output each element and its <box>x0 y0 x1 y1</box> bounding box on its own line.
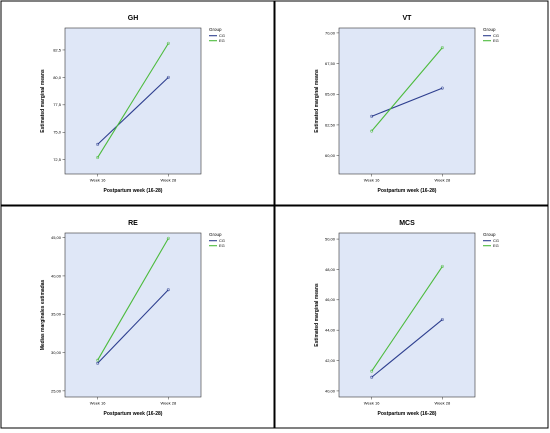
panel-border <box>274 0 549 206</box>
legend-title: Group <box>483 27 496 32</box>
chart-panel-gh: GH 72,5 75,0 77,5 80,0 82,5 Week 16 Week 28 Post… <box>0 0 275 206</box>
y-tick-label: 30,00 <box>51 350 62 355</box>
legend-title: Group <box>209 232 222 237</box>
x-tick-label: Week 16 <box>90 401 106 406</box>
data-point-cg <box>440 86 444 90</box>
chart-panel-vt: VT 60,00 62,50 65,00 67,50 70,00 Week 16 Week 2… <box>274 0 549 206</box>
y-tick-label: 77,5 <box>53 102 62 107</box>
y-axis-label: Estimated marginal means <box>314 69 320 133</box>
y-tick-label: 75,0 <box>53 130 62 135</box>
series-line-eg <box>97 238 169 361</box>
x-tick-label: Week 16 <box>90 178 106 183</box>
data-point-eg <box>166 236 170 240</box>
legend-title: Group <box>209 27 222 32</box>
panel-border <box>0 0 275 206</box>
plot-area <box>338 27 476 175</box>
chart-title: VT <box>403 15 413 22</box>
legend-label-eg: EG <box>493 243 499 248</box>
series-line-eg <box>371 47 443 132</box>
y-tick-label: 35,00 <box>51 312 62 317</box>
data-point-eg <box>96 358 100 362</box>
chart-title: RE <box>128 220 138 227</box>
data-point-cg <box>96 142 100 146</box>
y-tick-label: 42,00 <box>325 358 336 363</box>
legend-title: Group <box>483 232 496 237</box>
plot-area <box>338 232 476 398</box>
panel-border <box>274 205 549 429</box>
x-tick-label: Week 28 <box>435 178 451 183</box>
x-axis-label: Postpartum week (16-28) <box>104 188 163 194</box>
y-tick-label: 67,50 <box>325 61 336 66</box>
y-tick-label: 50,00 <box>325 236 336 241</box>
legend-label-cg: CG <box>219 33 225 38</box>
x-axis-label: Postpartum week (16-28) <box>378 188 437 194</box>
y-tick-label: 48,00 <box>325 267 336 272</box>
x-tick-label: Week 16 <box>364 401 380 406</box>
y-tick-label: 40,00 <box>51 273 62 278</box>
x-tick-label: Week 28 <box>435 401 451 406</box>
y-tick-label: 45,00 <box>51 235 62 240</box>
series-line-cg <box>371 319 443 378</box>
data-point-cg <box>440 318 444 322</box>
legend-label-eg: EG <box>493 38 499 43</box>
data-point-cg <box>166 75 170 79</box>
x-tick-label: Week 28 <box>161 178 177 183</box>
plot-area <box>64 27 202 175</box>
chart-title: GH <box>128 15 139 22</box>
panel-border <box>0 205 275 429</box>
y-tick-label: 80,0 <box>53 75 62 80</box>
data-point-cg <box>166 288 170 292</box>
data-point-eg <box>370 129 374 133</box>
y-axis-label: Estimated marginal means <box>314 283 320 347</box>
data-point-eg <box>96 155 100 160</box>
legend-label-eg: EG <box>219 38 225 43</box>
y-tick-label: 72,5 <box>53 157 62 162</box>
legend-label-cg: CG <box>219 238 225 243</box>
y-axis-label: Medias marginales estimadas <box>40 279 46 350</box>
y-tick-label: 70,00 <box>325 30 336 35</box>
series-line-cg <box>97 289 169 364</box>
data-point-cg <box>370 375 374 379</box>
data-point-cg <box>370 114 374 118</box>
y-tick-label: 82,5 <box>53 47 62 52</box>
y-axis-label: Estimated marginal means <box>40 69 46 133</box>
legend-label-eg: EG <box>219 243 225 248</box>
data-point-eg <box>166 41 170 45</box>
y-tick-label: 65,00 <box>325 92 336 97</box>
chart-panel-re: RE 25,00 30,00 35,00 40,00 45,00 Week 16 Week 2… <box>0 205 275 429</box>
chart-panel-mcs: MCS 40,00 42,00 44,00 46,00 48,00 50,00 Week 16… <box>274 205 549 429</box>
y-tick-label: 25,00 <box>51 388 62 393</box>
y-tick-label: 40,00 <box>325 388 336 393</box>
plot-area <box>64 232 202 398</box>
y-tick-label: 44,00 <box>325 328 336 333</box>
y-tick-label: 62,50 <box>325 122 336 127</box>
data-point-cg <box>96 361 100 365</box>
y-tick-label: 60,00 <box>325 153 336 158</box>
x-axis-label: Postpartum week (16-28) <box>104 411 163 417</box>
x-tick-label: Week 28 <box>161 401 177 406</box>
series-line-cg <box>371 87 443 117</box>
x-axis-label: Postpartum week (16-28) <box>378 411 437 417</box>
data-point-eg <box>440 46 444 50</box>
chart-title: MCS <box>399 220 415 227</box>
series-line-cg <box>97 77 169 145</box>
x-tick-label: Week 16 <box>364 178 380 183</box>
data-point-eg <box>440 264 444 268</box>
y-tick-label: 46,00 <box>325 297 336 302</box>
legend-label-cg: CG <box>493 33 499 38</box>
data-point-eg <box>370 369 374 373</box>
series-line-eg <box>97 43 169 158</box>
legend-label-cg: CG <box>493 238 499 243</box>
series-line-eg <box>371 266 443 372</box>
